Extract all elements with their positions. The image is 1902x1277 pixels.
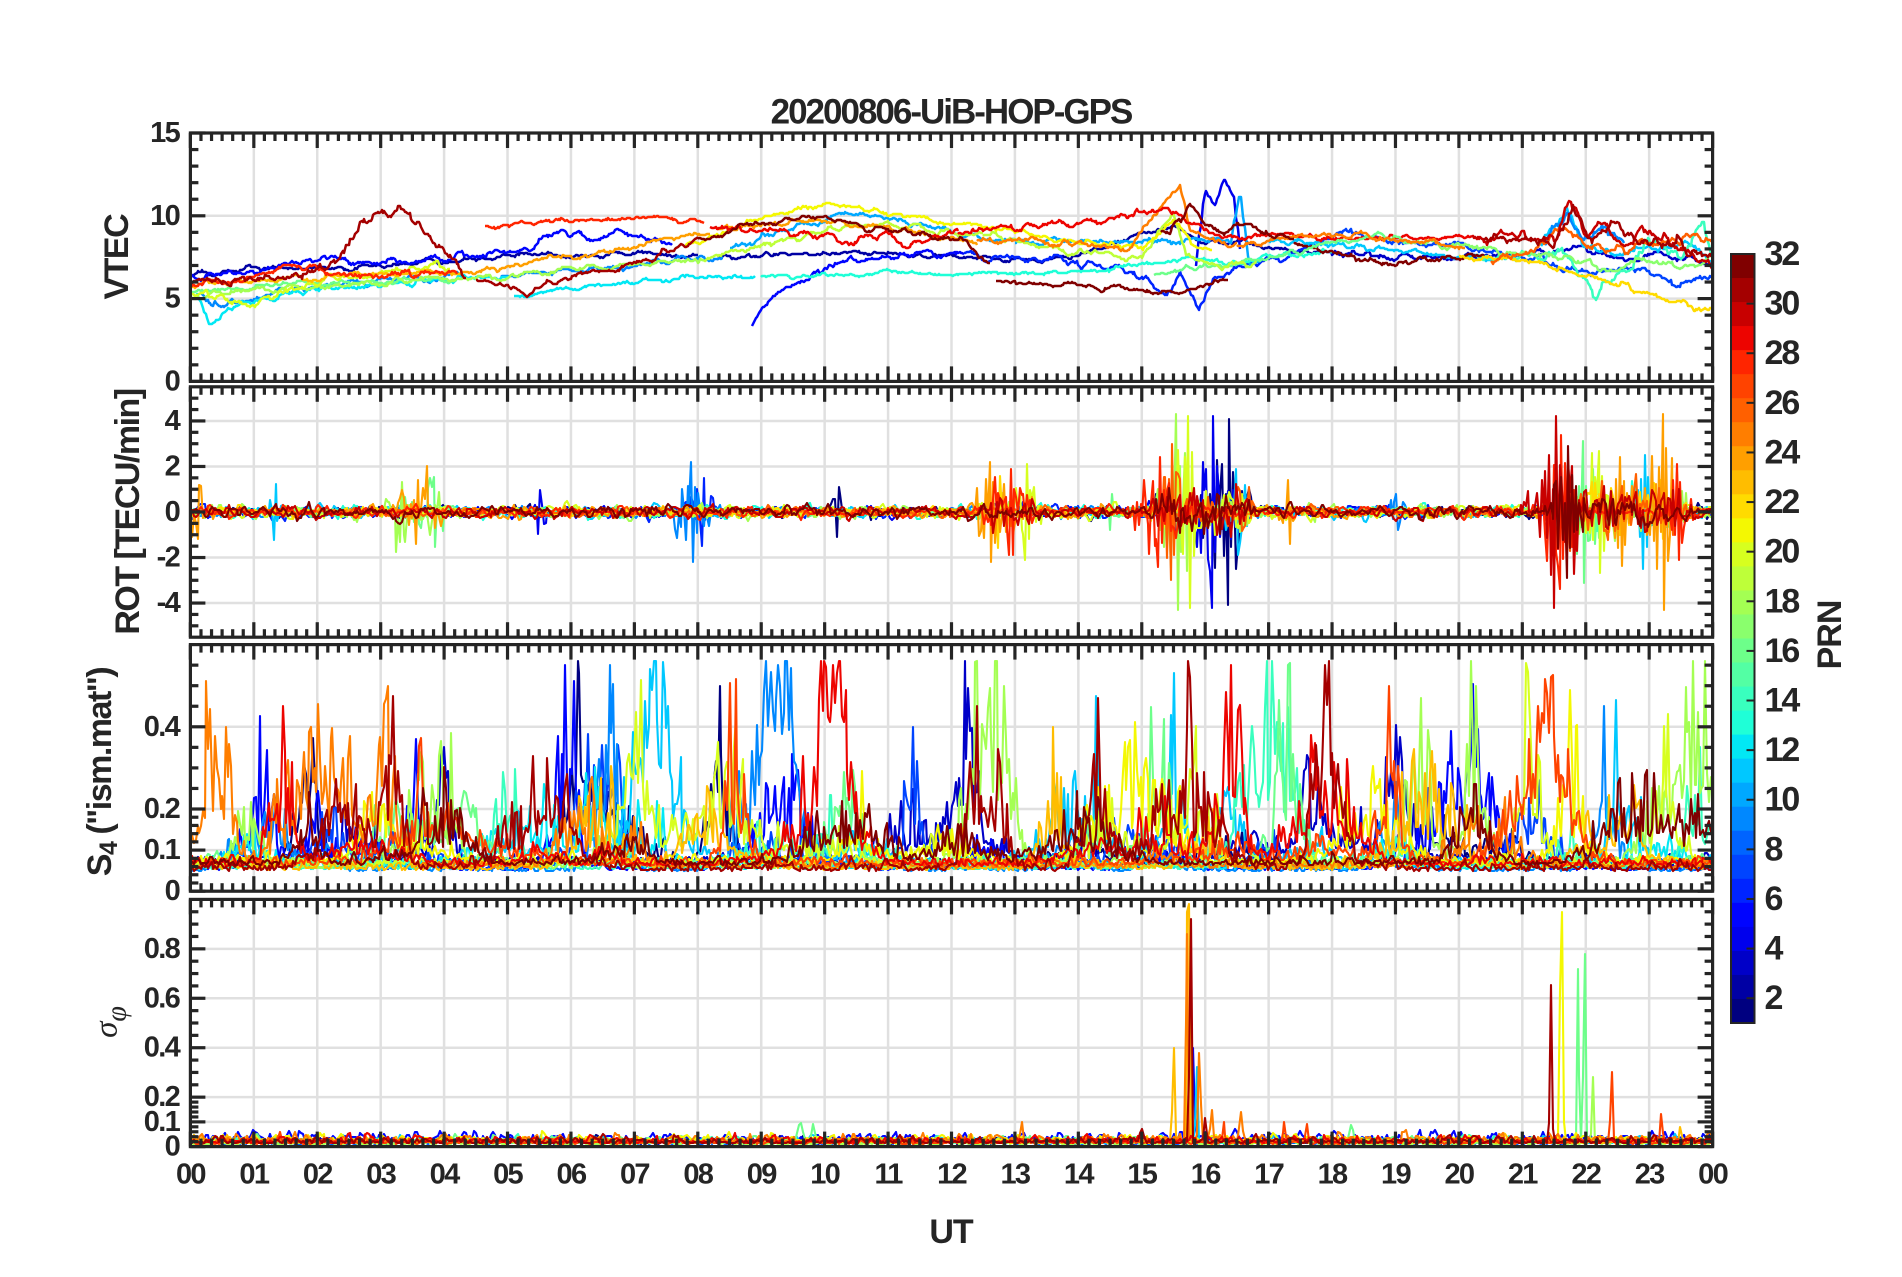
- svg-text:03: 03: [366, 1159, 396, 1191]
- svg-text:0.1: 0.1: [144, 834, 181, 866]
- svg-text:17: 17: [1254, 1159, 1283, 1191]
- svg-text:16: 16: [1765, 632, 1800, 670]
- svg-text:11: 11: [874, 1159, 903, 1191]
- svg-text:0.4: 0.4: [144, 711, 181, 743]
- svg-text:30: 30: [1765, 285, 1800, 323]
- svg-text:UT: UT: [929, 1213, 974, 1251]
- svg-text:18: 18: [1318, 1159, 1348, 1191]
- svg-text:28: 28: [1765, 334, 1800, 372]
- svg-text:23: 23: [1635, 1159, 1665, 1191]
- svg-text:20200806-UiB-HOP-GPS: 20200806-UiB-HOP-GPS: [771, 93, 1132, 132]
- svg-text:22: 22: [1765, 483, 1800, 521]
- svg-text:06: 06: [557, 1159, 587, 1191]
- svg-text:10: 10: [1765, 781, 1800, 819]
- svg-text:PRN: PRN: [1811, 601, 1849, 670]
- svg-text:0.8: 0.8: [144, 933, 181, 965]
- svg-text:15: 15: [1127, 1159, 1157, 1191]
- svg-text:14: 14: [1064, 1159, 1094, 1191]
- svg-text:S4 ("ism.mat"): S4 ("ism.mat"): [81, 668, 123, 877]
- svg-text:14: 14: [1765, 682, 1801, 720]
- svg-text:32: 32: [1765, 235, 1800, 273]
- svg-text:0.2: 0.2: [144, 1081, 180, 1113]
- svg-text:13: 13: [1000, 1159, 1030, 1191]
- svg-text:0.1: 0.1: [144, 1106, 181, 1138]
- svg-text:08: 08: [683, 1159, 713, 1191]
- svg-text:12: 12: [1765, 731, 1800, 769]
- svg-text:16: 16: [1191, 1159, 1221, 1191]
- svg-text:10: 10: [810, 1159, 839, 1191]
- svg-text:12: 12: [937, 1159, 966, 1191]
- svg-text:00: 00: [1698, 1159, 1727, 1191]
- svg-text:8: 8: [1765, 830, 1783, 868]
- svg-text:26: 26: [1765, 384, 1800, 422]
- svg-text:-2: -2: [157, 542, 180, 574]
- svg-text:0.2: 0.2: [144, 793, 180, 825]
- svg-text:21: 21: [1508, 1159, 1538, 1191]
- svg-text:10: 10: [150, 200, 179, 232]
- svg-text:19: 19: [1381, 1159, 1411, 1191]
- svg-text:0: 0: [165, 1131, 180, 1163]
- svg-text:0: 0: [165, 875, 180, 907]
- svg-text:ROT [TECU/min]: ROT [TECU/min]: [109, 389, 147, 634]
- svg-text:04: 04: [430, 1159, 460, 1191]
- svg-text:24: 24: [1765, 433, 1801, 471]
- svg-text:2: 2: [165, 450, 180, 482]
- svg-text:4: 4: [1765, 930, 1784, 968]
- svg-text:0.6: 0.6: [144, 982, 181, 1014]
- svg-text:09: 09: [747, 1159, 777, 1191]
- svg-text:07: 07: [620, 1159, 649, 1191]
- svg-text:20: 20: [1765, 533, 1800, 571]
- svg-text:VTEC: VTEC: [98, 214, 136, 300]
- svg-text:20: 20: [1444, 1159, 1473, 1191]
- svg-text:5: 5: [165, 283, 181, 315]
- svg-text:0.4: 0.4: [144, 1032, 181, 1064]
- svg-text:4: 4: [165, 405, 181, 437]
- svg-text:2: 2: [1765, 979, 1783, 1017]
- svg-text:0: 0: [165, 365, 180, 397]
- svg-text:02: 02: [303, 1159, 332, 1191]
- svg-text:15: 15: [150, 117, 180, 149]
- svg-text:-4: -4: [157, 587, 181, 619]
- svg-text:22: 22: [1571, 1159, 1600, 1191]
- svg-text:18: 18: [1765, 582, 1800, 620]
- svg-text:0: 0: [165, 496, 180, 528]
- svg-text:05: 05: [493, 1159, 523, 1191]
- svg-text:01: 01: [239, 1159, 269, 1191]
- svg-text:00: 00: [176, 1159, 205, 1191]
- svg-text:6: 6: [1765, 880, 1783, 918]
